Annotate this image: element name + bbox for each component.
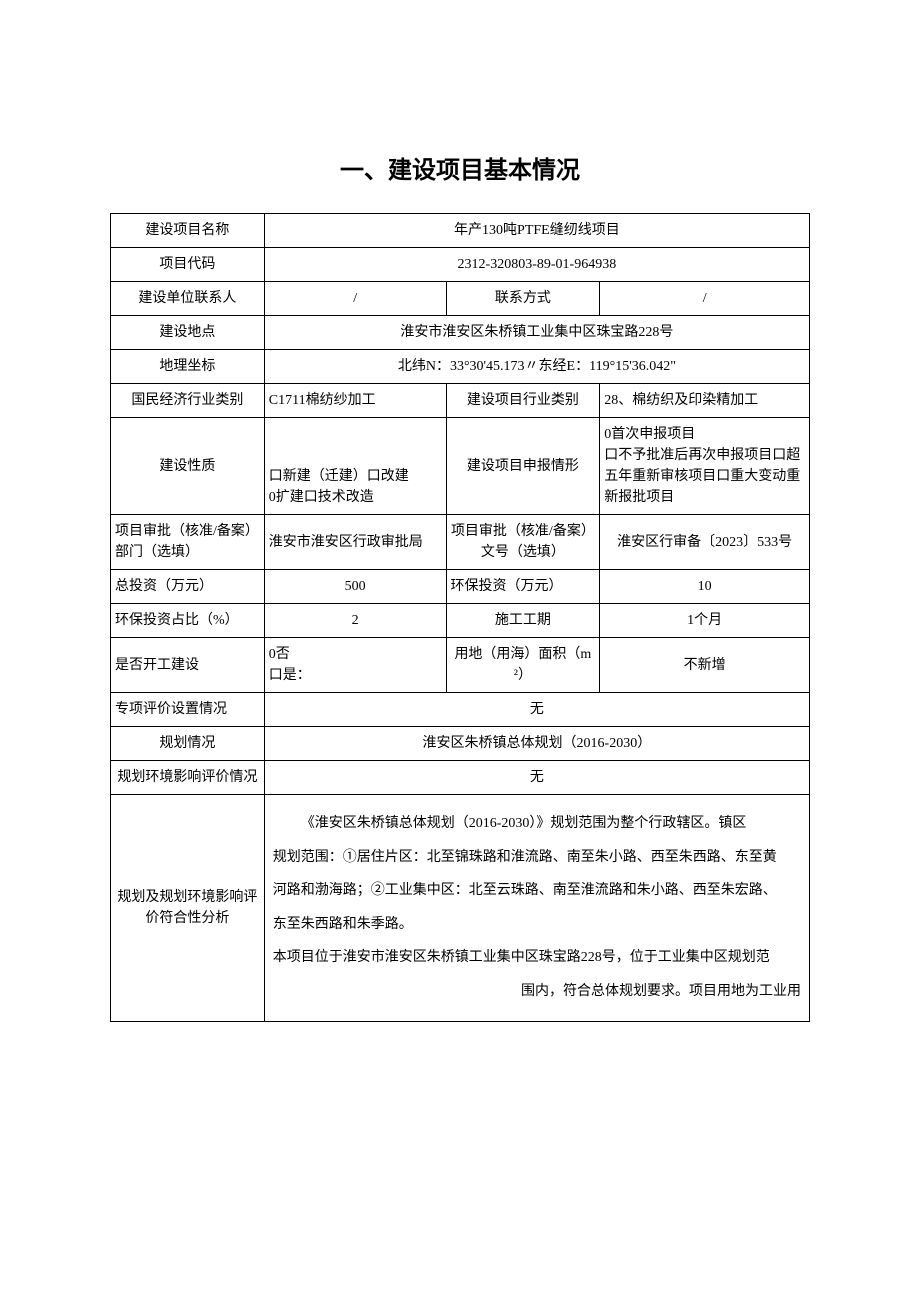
para: 围内，符合总体规划要求。项目用地为工业用: [273, 975, 801, 1009]
label-approval-no: 项目审批（核准/备案）文号（选填）: [446, 515, 600, 570]
value-total-invest: 500: [264, 570, 446, 604]
value-project-industry: 28、棉纺织及印染精加工: [600, 384, 810, 418]
value-phone: /: [600, 282, 810, 316]
table-row: 规划情况 淮安区朱桥镇总体规划（2016-2030）: [111, 727, 810, 761]
value-nature: 口新建（迁建）口改建 0扩建口技术改造: [264, 418, 446, 515]
label-phone: 联系方式: [446, 282, 600, 316]
value-address: 淮安市淮安区朱桥镇工业集中区珠宝路228号: [264, 316, 809, 350]
table-row: 项目代码 2312-320803-89-01-964938: [111, 248, 810, 282]
value-plan: 淮安区朱桥镇总体规划（2016-2030）: [264, 727, 809, 761]
label-address: 建设地点: [111, 316, 265, 350]
table-row: 是否开工建设 0否 口是： 用地（用海）面积（m²） 不新增: [111, 638, 810, 693]
value-project-code: 2312-320803-89-01-964938: [264, 248, 809, 282]
label-plan-conformity: 规划及规划环境影响评价符合性分析: [111, 795, 265, 1022]
table-row: 国民经济行业类别 C1711棉纺纱加工 建设项目行业类别 28、棉纺织及印染精加…: [111, 384, 810, 418]
para: 《淮安区朱桥镇总体规划（2016-2030）》规划范围为整个行政辖区。镇区: [273, 807, 801, 841]
label-special-eval: 专项评价设置情况: [111, 693, 265, 727]
label-plan: 规划情况: [111, 727, 265, 761]
label-project-industry: 建设项目行业类别: [446, 384, 600, 418]
value-land-area: 不新增: [600, 638, 810, 693]
value-special-eval: 无: [264, 693, 809, 727]
value-started: 0否 口是：: [264, 638, 446, 693]
value-coords: 北纬N：33°30'45.173〃东经E：119°15'36.042": [264, 350, 809, 384]
table-row: 专项评价设置情况 无: [111, 693, 810, 727]
label-project-name: 建设项目名称: [111, 214, 265, 248]
label-env-ratio: 环保投资占比（%）: [111, 604, 265, 638]
table-row: 总投资（万元） 500 环保投资（万元） 10: [111, 570, 810, 604]
section-title: 一、建设项目基本情况: [110, 150, 810, 185]
table-row: 规划环境影响评价情况 无: [111, 761, 810, 795]
value-approval-no: 淮安区行审备〔2023〕533号: [600, 515, 810, 570]
table-row: 建设地点 淮安市淮安区朱桥镇工业集中区珠宝路228号: [111, 316, 810, 350]
value-industry-cat: C1711棉纺纱加工: [264, 384, 446, 418]
para: 规划范围：①居住片区：北至锦珠路和淮流路、南至朱小路、西至朱西路、东至黄: [273, 841, 801, 875]
label-coords: 地理坐标: [111, 350, 265, 384]
value-plan-eia: 无: [264, 761, 809, 795]
info-table: 建设项目名称 年产130吨PTFE缝纫线项目 项目代码 2312-320803-…: [110, 213, 810, 1022]
value-duration: 1个月: [600, 604, 810, 638]
para: 东至朱西路和朱季路。: [273, 908, 801, 942]
label-total-invest: 总投资（万元）: [111, 570, 265, 604]
table-row: 建设性质 口新建（迁建）口改建 0扩建口技术改造 建设项目申报情形 0首次申报项…: [111, 418, 810, 515]
label-approval-dept: 项目审批（核准/备案）部门（选填）: [111, 515, 265, 570]
table-row: 建设单位联系人 / 联系方式 /: [111, 282, 810, 316]
label-contact: 建设单位联系人: [111, 282, 265, 316]
label-project-code: 项目代码: [111, 248, 265, 282]
table-row: 环保投资占比（%） 2 施工工期 1个月: [111, 604, 810, 638]
value-env-ratio: 2: [264, 604, 446, 638]
para: 本项目位于淮安市淮安区朱桥镇工业集中区珠宝路228号，位于工业集中区规划范: [273, 941, 801, 975]
table-row: 规划及规划环境影响评价符合性分析 《淮安区朱桥镇总体规划（2016-2030）》…: [111, 795, 810, 1022]
label-started: 是否开工建设: [111, 638, 265, 693]
value-contact: /: [264, 282, 446, 316]
value-declare-type: 0首次申报项目 口不予批准后再次申报项目口超五年重新审核项目口重大变动重新报批项…: [600, 418, 810, 515]
para: 河路和渤海路；②工业集中区：北至云珠路、南至淮流路和朱小路、西至朱宏路、: [273, 874, 801, 908]
label-declare-type: 建设项目申报情形: [446, 418, 600, 515]
table-row: 建设项目名称 年产130吨PTFE缝纫线项目: [111, 214, 810, 248]
label-plan-eia: 规划环境影响评价情况: [111, 761, 265, 795]
value-env-invest: 10: [600, 570, 810, 604]
label-nature: 建设性质: [111, 418, 265, 515]
label-duration: 施工工期: [446, 604, 600, 638]
value-plan-conformity: 《淮安区朱桥镇总体规划（2016-2030）》规划范围为整个行政辖区。镇区 规划…: [264, 795, 809, 1022]
value-project-name: 年产130吨PTFE缝纫线项目: [264, 214, 809, 248]
label-land-area: 用地（用海）面积（m²）: [446, 638, 600, 693]
label-env-invest: 环保投资（万元）: [446, 570, 600, 604]
label-industry-cat: 国民经济行业类别: [111, 384, 265, 418]
value-approval-dept: 淮安市淮安区行政审批局: [264, 515, 446, 570]
table-row: 项目审批（核准/备案）部门（选填） 淮安市淮安区行政审批局 项目审批（核准/备案…: [111, 515, 810, 570]
table-row: 地理坐标 北纬N：33°30'45.173〃东经E：119°15'36.042": [111, 350, 810, 384]
